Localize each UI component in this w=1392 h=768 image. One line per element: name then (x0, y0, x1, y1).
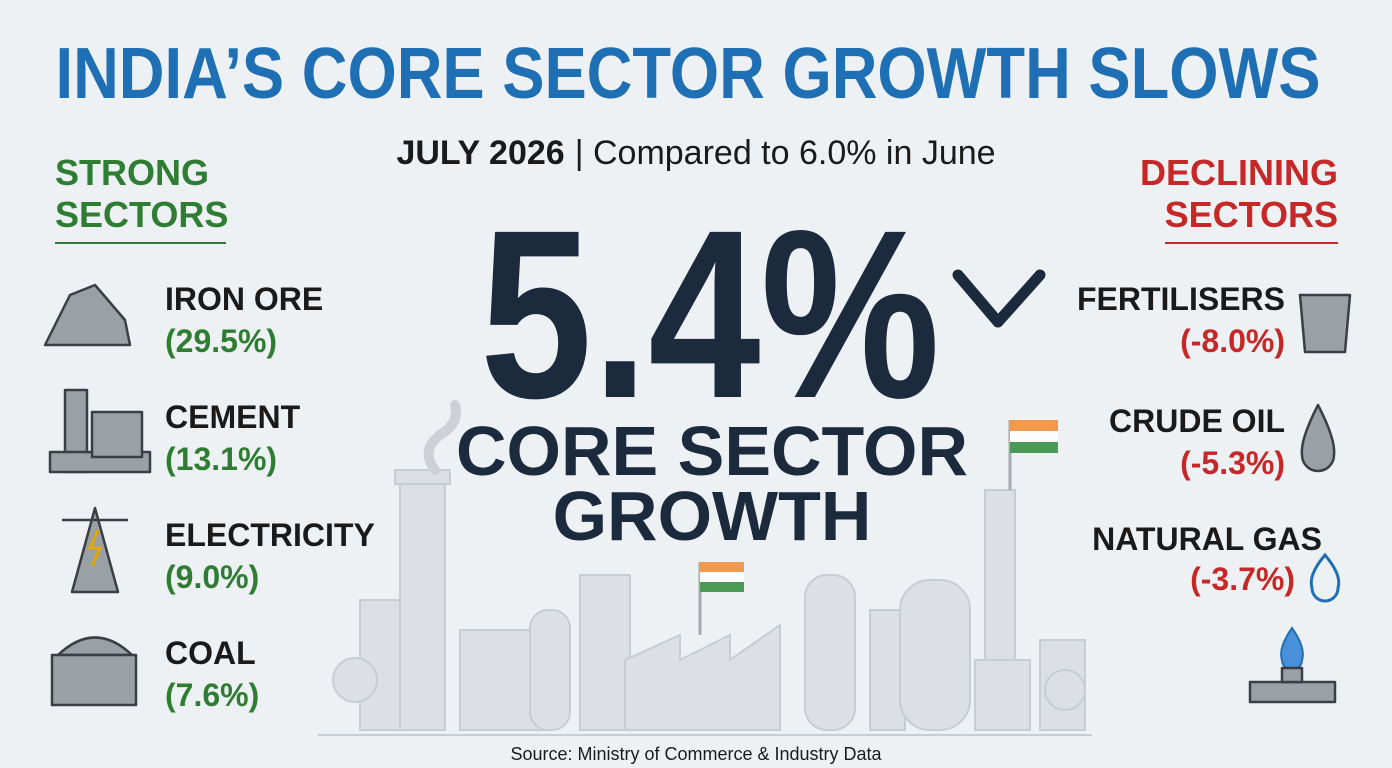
flame-icon (1309, 552, 1341, 603)
electricity-icon (62, 506, 128, 594)
coal-icon (50, 636, 138, 707)
sector: ELECTRICITY (9.0%) (62, 506, 375, 595)
sector-name: ELECTRICITY (165, 517, 375, 553)
sector-value: (13.1%) (165, 441, 277, 477)
down-chevron (952, 269, 1046, 328)
sector-name: NATURAL GAS (1092, 521, 1322, 557)
sector-name: CEMENT (165, 399, 301, 435)
sector-value: (-8.0%) (1180, 323, 1285, 359)
skyline (318, 400, 1092, 736)
sector: NATURAL GAS (-3.7%) (1092, 521, 1341, 603)
sector-value: (-3.7%) (1190, 561, 1295, 597)
flag (1008, 420, 1058, 490)
sector-name: IRON ORE (165, 281, 323, 317)
subtitle: JULY 2026 | Compared to 6.0% in June (396, 134, 995, 172)
headline-label: CORE SECTOR (456, 412, 968, 490)
strong-heading: STRONG (55, 152, 209, 193)
title: INDIA’S CORE SECTOR GROWTH SLOWS (56, 34, 1321, 114)
sector: CEMENT (13.1%) (48, 388, 301, 477)
iron-ore-icon (43, 283, 132, 347)
gas-pipe-icon (1248, 626, 1337, 704)
comparison: | Compared to 6.0% in June (575, 134, 996, 172)
headline-label: GROWTH (553, 477, 872, 555)
declining-heading: DECLINING (1140, 152, 1338, 193)
sector-name: COAL (165, 635, 256, 671)
oil-drop-icon (1300, 403, 1336, 473)
sector-value: (7.6%) (165, 677, 259, 713)
sector-value: (29.5%) (165, 323, 277, 359)
strong-heading: SECTORS (55, 194, 228, 235)
sector: COAL (7.6%) (50, 635, 259, 713)
sector-value: (-5.3%) (1180, 445, 1285, 481)
sector: IRON ORE (29.5%) (43, 281, 323, 359)
fertiliser-icon (1298, 293, 1352, 354)
headline-value: 5.4% (480, 180, 940, 448)
declining-heading: SECTORS (1165, 194, 1338, 235)
sector: FERTILISERS (-8.0%) (1077, 281, 1352, 359)
sector: CRUDE OIL (-5.3%) (1109, 403, 1336, 481)
sector-value: (9.0%) (165, 559, 259, 595)
source: Source: Ministry of Commerce & Industry … (510, 744, 882, 764)
sector-name: CRUDE OIL (1109, 403, 1285, 439)
sector-name: FERTILISERS (1077, 281, 1285, 317)
flag (698, 562, 744, 635)
cement-icon (48, 388, 152, 474)
period: JULY 2026 (396, 134, 564, 172)
